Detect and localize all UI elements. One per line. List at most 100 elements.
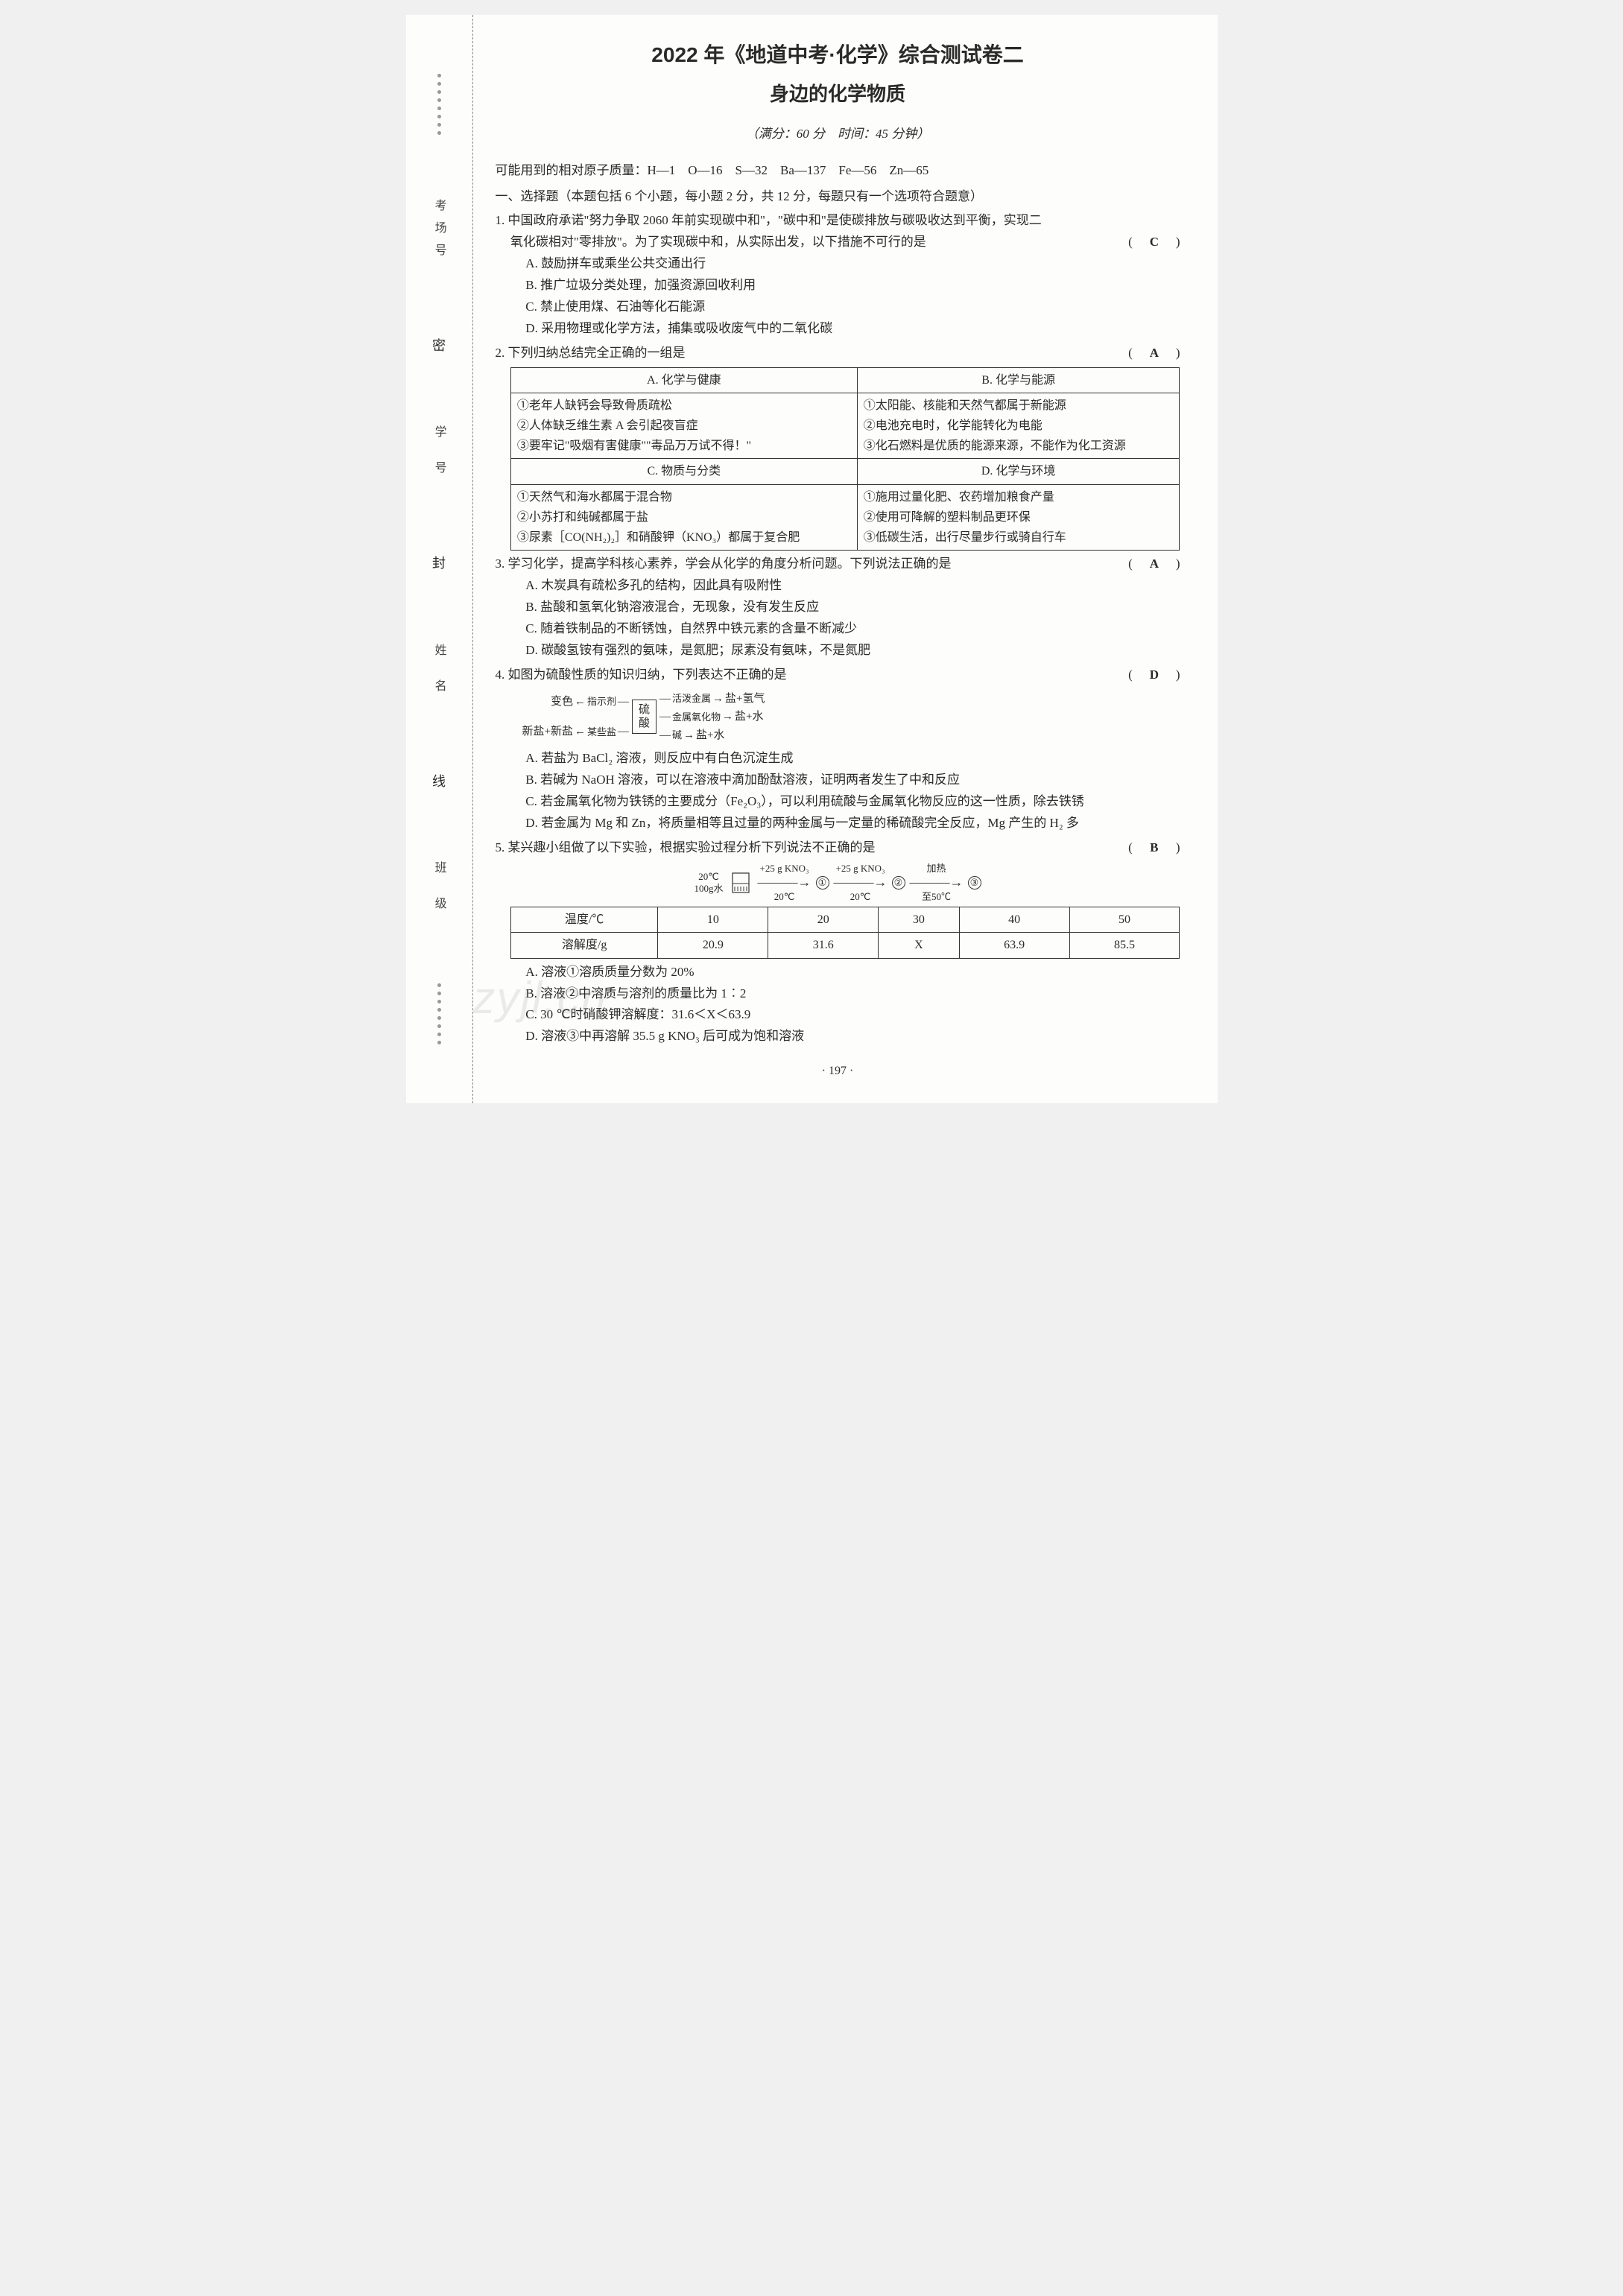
q4-dg-leftbot: 新盐+新盐 — [522, 723, 573, 741]
q5-flow-s3-top: 加热 — [926, 863, 946, 875]
q5-flow-s2-bot: 20℃ — [850, 891, 871, 903]
q1-opt-b: B. 推广垃圾分类处理，加强资源回收利用 — [496, 275, 1180, 296]
q2-table: A. 化学与健康 B. 化学与能源 ①老年人缺钙会导致骨质疏松 ②人体缺乏维生素… — [510, 367, 1180, 551]
q4-opt-d: D. 若金属为 Mg 和 Zn，将质量相等且过量的两种金属与一定量的稀硫酸完全反… — [496, 813, 1180, 834]
q5-stem: 5. 某兴趣小组做了以下实验，根据实验过程分析下列说法不正确的是 — [496, 837, 1114, 859]
question-1: 1. 中国政府承诺"努力争取 2060 年前实现碳中和"，"碳中和"是使碳排放与… — [496, 210, 1180, 339]
binding-label-class: 班 级 — [428, 855, 449, 925]
q3-opt-c: C. 随着铁制品的不断锈蚀，自然界中铁元素的含量不断减少 — [496, 618, 1180, 640]
q5-opt-a: A. 溶液①溶质质量分数为 20% — [496, 962, 1180, 983]
q5-flow: 20℃ 100g水 +25 g KNO₃ ———→ 20℃ ① — [496, 863, 1180, 902]
seal-xian: 线 — [432, 766, 446, 798]
q1-answer: C — [1145, 232, 1163, 253]
q4-dg-lefttop: 变色 — [551, 694, 573, 711]
q4-dg-r2-out: 盐+水 — [696, 727, 724, 744]
seal-feng: 封 — [432, 548, 446, 580]
q5-flow-start-bot: 100g水 — [694, 883, 723, 895]
q5-t-r2c3: X — [879, 933, 959, 958]
q5-flow-s3-bot: 至50℃ — [922, 891, 951, 903]
q3-answer: A — [1145, 554, 1163, 575]
atomic-masses: 可能用到的相对原子质量：H—1 O—16 S—32 Ba—137 Fe—56 Z… — [496, 160, 1180, 182]
binding-label-name: 姓 名 — [428, 638, 449, 708]
q2-stem: 2. 下列归纳总结完全正确的一组是 — [496, 343, 1114, 364]
q5-flow-s1-bot: 20℃ — [774, 891, 795, 903]
q4-opt-a: A. 若盐为 BaCl₂ 溶液，则反应中有白色沉淀生成 — [496, 748, 1180, 770]
q2-answer: A — [1145, 343, 1163, 364]
binding-label-studentno: 学 号 — [428, 419, 449, 489]
q5-flow-s2-top: +25 g KNO₃ — [835, 863, 885, 875]
q5-t-r2c1: 20.9 — [658, 933, 768, 958]
q2-cell-b: ①太阳能、核能和天然气都属于新能源 ②电池充电时，化学能转化为电能 ③化石燃料是… — [857, 393, 1180, 459]
q5-answer: B — [1145, 837, 1163, 859]
q1-stem-line1: 1. 中国政府承诺"努力争取 2060 年前实现碳中和"，"碳中和"是使碳排放与… — [496, 210, 1180, 232]
q4-dg-lefttop-arrow: 指示剂 — [587, 694, 616, 709]
q4-dg-r0-lbl: 活泼金属 — [672, 691, 711, 706]
q5-opt-b: B. 溶液②中溶质与溶剂的质量比为 1︰2 — [496, 983, 1180, 1005]
q3-stem: 3. 学习化学，提高学科核心素养，学会从化学的角度分析问题。下列说法正确的是 — [496, 554, 1114, 575]
q2-cell-a: ①老年人缺钙会导致骨质疏松 ②人体缺乏维生素 A 会引起夜盲症 ③要牢记"吸烟有… — [510, 393, 857, 459]
q5-t-r1c4: 40 — [959, 907, 1069, 933]
q3-opt-d: D. 碳酸氢铵有强烈的氨味，是氮肥；尿素没有氨味，不是氮肥 — [496, 640, 1180, 662]
section-1-heading: 一、选择题（本题包括 6 个小题，每小题 2 分，共 12 分，每题只有一个选项… — [496, 186, 1180, 208]
q4-answer: D — [1145, 665, 1163, 686]
q2-head-d: D. 化学与环境 — [857, 459, 1180, 484]
q1-answer-slot: ( C ) — [1113, 232, 1180, 253]
q3-opt-b: B. 盐酸和氢氧化钠溶液混合，无现象，没有发生反应 — [496, 597, 1180, 618]
question-5: 5. 某兴趣小组做了以下实验，根据实验过程分析下列说法不正确的是 ( B ) 2… — [496, 837, 1180, 1048]
q4-dg-r1-lbl: 金属氧化物 — [672, 710, 721, 725]
q4-dg-r2-lbl: 碱 — [672, 728, 682, 743]
q5-t-r1c1: 10 — [658, 907, 768, 933]
q5-t-r1c5: 50 — [1069, 907, 1180, 933]
question-3: 3. 学习化学，提高学科核心素养，学会从化学的角度分析问题。下列说法正确的是 (… — [496, 554, 1180, 661]
q3-opt-a: A. 木炭具有疏松多孔的结构，因此具有吸附性 — [496, 575, 1180, 597]
q5-opt-d: D. 溶液③中再溶解 35.5 g KNO₃ 后可成为饱和溶液 — [496, 1026, 1180, 1047]
q4-opt-c: C. 若金属氧化物为铁锈的主要成分（Fe₂O₃），可以利用硫酸与金属氧化物反应的… — [496, 791, 1180, 813]
q4-dg-center: 硫 酸 — [632, 700, 657, 734]
q4-dg-r0-out: 盐+氢气 — [725, 691, 765, 708]
exam-meta: （满分：60 分 时间：45 分钟） — [496, 124, 1180, 145]
page-title: 2022 年《地道中考·化学》综合测试卷二 — [496, 37, 1180, 73]
q4-dg-r1-out: 盐+水 — [735, 708, 763, 726]
q5-answer-slot: ( B ) — [1113, 837, 1180, 859]
q1-opt-c: C. 禁止使用煤、石油等化石能源 — [496, 296, 1180, 318]
q5-t-r1c0: 温度/℃ — [510, 907, 657, 933]
q2-cell-d: ①施用过量化肥、农药增加粮食产量 ②使用可降解的塑料制品更环保 ③低碳生活，出行… — [857, 484, 1180, 551]
question-2: 2. 下列归纳总结完全正确的一组是 ( A ) A. 化学与健康 B. 化学与能… — [496, 343, 1180, 551]
q4-dg-leftbot-arrow: 某些盐 — [587, 725, 616, 740]
q5-t-r1c2: 20 — [768, 907, 879, 933]
q3-answer-slot: ( A ) — [1113, 554, 1180, 575]
binding-dots — [428, 74, 450, 135]
q5-table: 温度/℃ 10 20 30 40 50 溶解度/g 20.9 31.6 X 63… — [510, 907, 1180, 958]
q4-answer-slot: ( D ) — [1113, 665, 1180, 686]
q5-t-r2c0: 溶解度/g — [510, 933, 657, 958]
q5-flow-s1-top: +25 g KNO₃ — [759, 863, 809, 875]
q5-t-r2c4: 63.9 — [959, 933, 1069, 958]
binding-strip: 考场号 密 学 号 封 姓 名 线 班 级 — [406, 15, 473, 1103]
q4-stem: 4. 如图为硫酸性质的知识归纳，下列表达不正确的是 — [496, 665, 1114, 686]
q2-head-c: C. 物质与分类 — [510, 459, 857, 484]
q2-cell-c: ①天然气和海水都属于混合物 ②小苏打和纯碱都属于盐 ③尿素［CO(NH₂)₂］和… — [510, 484, 857, 551]
q5-t-r2c2: 31.6 — [768, 933, 879, 958]
page-number: · 197 · — [496, 1061, 1180, 1081]
q2-answer-slot: ( A ) — [1113, 343, 1180, 364]
page-subtitle: 身边的化学物质 — [496, 77, 1180, 110]
binding-dots-bottom — [428, 983, 450, 1044]
q5-t-r1c3: 30 — [879, 907, 959, 933]
q4-opt-b: B. 若碱为 NaOH 溶液，可以在溶液中滴加酚酞溶液，证明两者发生了中和反应 — [496, 770, 1180, 791]
exam-page: 考场号 密 学 号 封 姓 名 线 班 级 2022 年《地道中考·化学》综合测… — [406, 15, 1218, 1103]
q2-head-a: A. 化学与健康 — [510, 367, 857, 393]
binding-label-examroom: 考场号 — [428, 193, 449, 272]
q1-opt-d: D. 采用物理或化学方法，捕集或吸收废气中的二氧化碳 — [496, 318, 1180, 340]
q4-diagram: 变色 ← 指示剂 — 新盐+新盐 ← 某些盐 — 硫 酸 — [496, 686, 1180, 749]
q5-opt-c: C. 30 ℃时硝酸钾溶解度：31.6＜X＜63.9 — [496, 1004, 1180, 1026]
q5-t-r2c5: 85.5 — [1069, 933, 1180, 958]
q5-flow-n1: ① — [816, 876, 829, 889]
seal-mi: 密 — [432, 330, 446, 362]
question-4: 4. 如图为硫酸性质的知识归纳，下列表达不正确的是 ( D ) 变色 ← 指示剂… — [496, 665, 1180, 834]
q2-head-b: B. 化学与能源 — [857, 367, 1180, 393]
beaker-icon — [728, 870, 753, 895]
q5-flow-n3: ③ — [968, 876, 981, 889]
q1-opt-a: A. 鼓励拼车或乘坐公共交通出行 — [496, 253, 1180, 275]
q5-flow-start-top: 20℃ — [698, 871, 719, 883]
q1-stem-line2: 氧化碳相对"零排放"。为了实现碳中和，从实际出发，以下措施不可行的是 — [496, 232, 1114, 253]
